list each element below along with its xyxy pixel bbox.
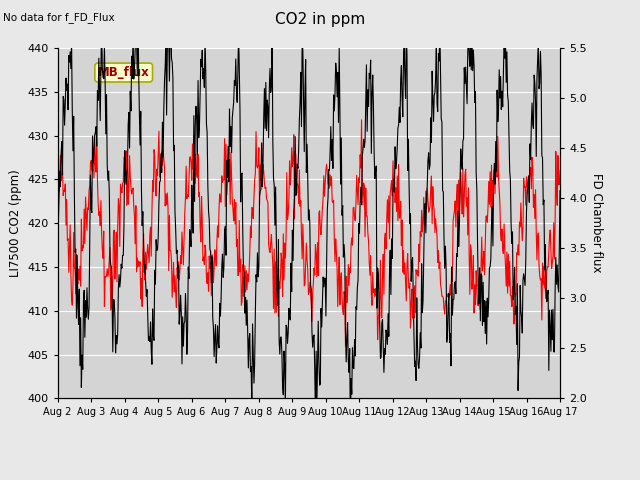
li75_co2_ppm [63, 197, 70, 203]
Line: er_ANNnight: er_ANNnight [58, 2, 560, 432]
Line: li75_co2_ppm: li75_co2_ppm [58, 120, 560, 346]
er_ANNnight [63, 87, 70, 93]
Text: MB_flux: MB_flux [98, 66, 150, 79]
li75_co2_ppm [192, 152, 200, 157]
li75_co2_ppm [358, 117, 365, 123]
li75_co2_ppm [371, 294, 379, 300]
li75_co2_ppm [54, 159, 61, 165]
er_ANNnight [167, 0, 175, 5]
li75_co2_ppm [166, 212, 173, 218]
Text: CO2 in ppm: CO2 in ppm [275, 12, 365, 27]
Y-axis label: FD Chamber flux: FD Chamber flux [591, 173, 604, 273]
er_ANNnight [371, 176, 379, 181]
er_ANNnight [556, 188, 564, 193]
er_ANNnight [54, 183, 61, 189]
er_ANNnight [386, 271, 394, 276]
er_ANNnight [115, 285, 122, 291]
er_ANNnight [346, 429, 354, 434]
li75_co2_ppm [556, 168, 564, 173]
er_ANNnight [166, 78, 173, 84]
er_ANNnight [193, 114, 200, 120]
Y-axis label: LI7500 CO2 (ppm): LI7500 CO2 (ppm) [9, 169, 22, 277]
li75_co2_ppm [115, 196, 122, 202]
Legend:  [316, 462, 324, 472]
Text: No data for f_FD_Flux: No data for f_FD_Flux [3, 12, 115, 23]
li75_co2_ppm [386, 236, 394, 241]
li75_co2_ppm [342, 343, 349, 349]
